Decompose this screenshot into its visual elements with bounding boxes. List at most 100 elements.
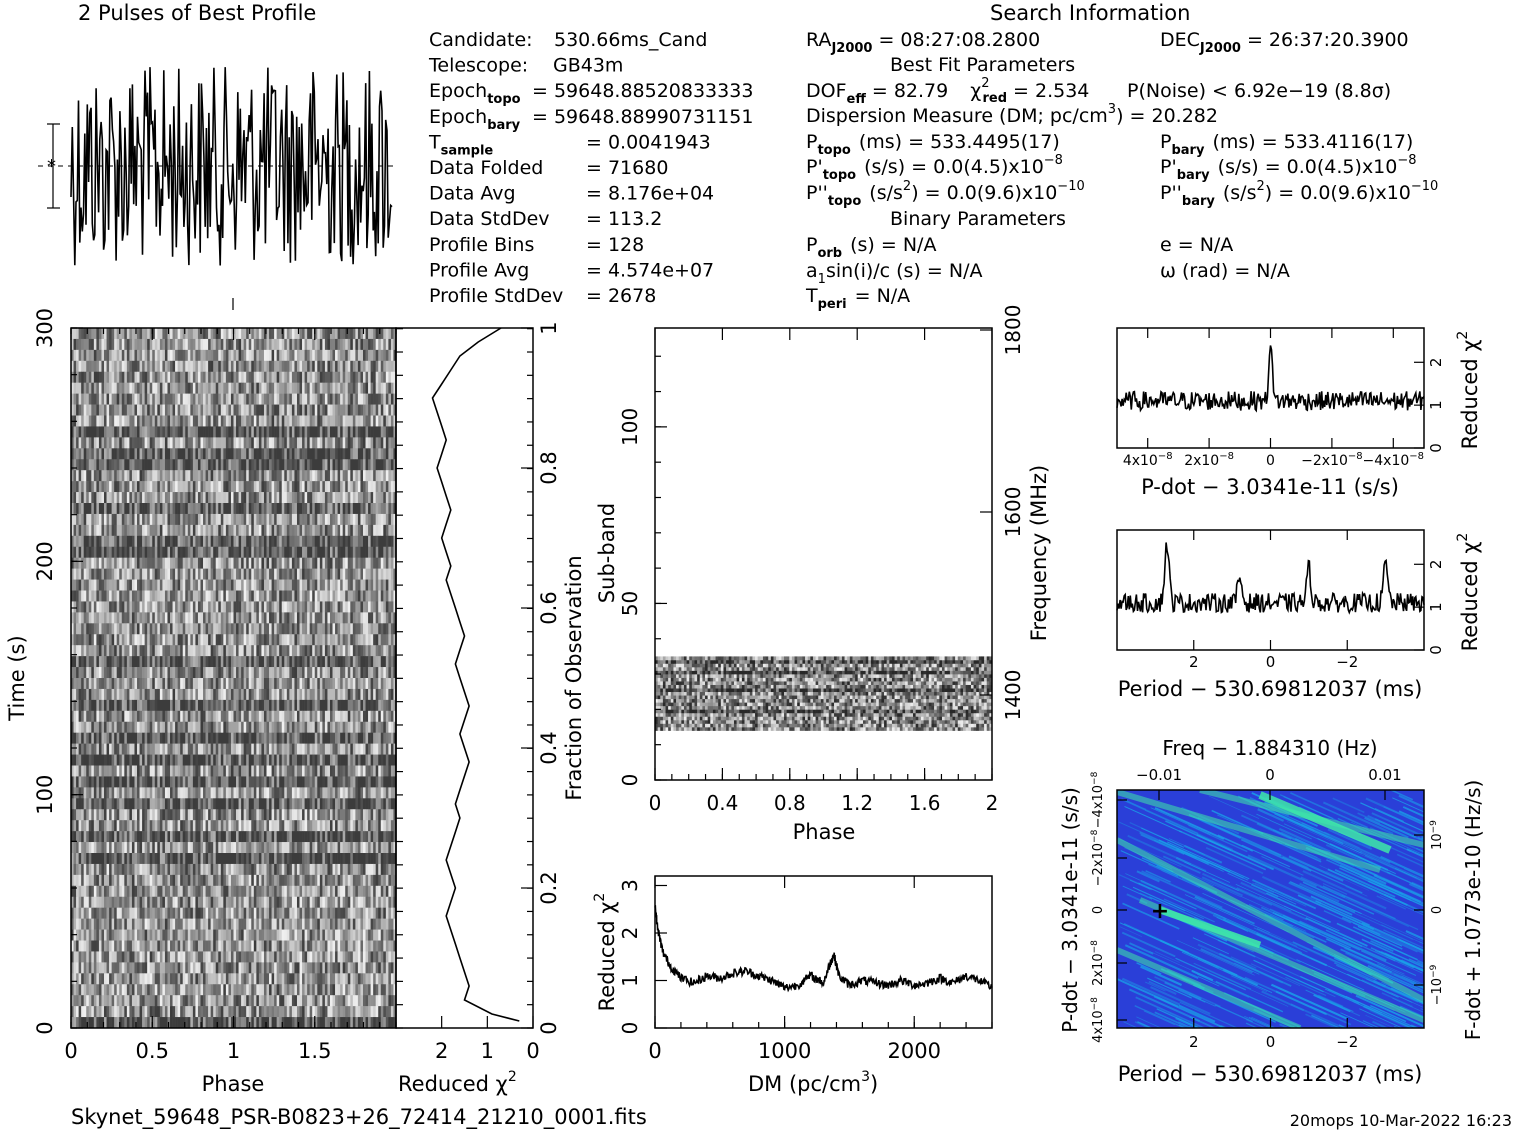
- time-phase-cell: [352, 492, 356, 504]
- time-phase-cell: [230, 371, 234, 383]
- time-phase-cell: [172, 328, 176, 340]
- time-phase-cell: [73, 513, 77, 526]
- time-phase-cell: [109, 579, 112, 591]
- time-phase-cell: [205, 710, 209, 723]
- time-phase-cell: [362, 338, 366, 351]
- time-phase-cell: [96, 524, 100, 537]
- time-phase-cell: [170, 524, 173, 537]
- time-phase-cell: [137, 590, 140, 602]
- time-phase-cell: [304, 721, 308, 733]
- time-phase-cell: [355, 699, 359, 712]
- time-phase-cell: [246, 645, 250, 657]
- time-phase-cell: [263, 404, 267, 416]
- time-phase-cell: [238, 721, 242, 733]
- time-phase-cell: [289, 349, 293, 362]
- time-phase-cell: [218, 568, 222, 580]
- time-phase-cell: [378, 513, 382, 526]
- time-phase-cell: [203, 743, 206, 755]
- time-phase-cell: [144, 448, 148, 460]
- time-phase-cell: [312, 492, 316, 504]
- time-phase-cell: [251, 634, 255, 646]
- time-phase-cell: [360, 557, 364, 569]
- time-phase-cell: [322, 601, 326, 613]
- time-phase-cell: [238, 645, 242, 657]
- time-phase-cell: [164, 732, 168, 744]
- time-phase-cell: [276, 338, 280, 351]
- time-phase-cell: [129, 535, 133, 548]
- time-phase-cell: [233, 568, 237, 580]
- time-phase-cell: [378, 437, 382, 449]
- time-phase-cell: [337, 634, 341, 646]
- time-phase-cell: [360, 535, 364, 548]
- time-phase-cell: [309, 634, 313, 646]
- time-phase-cell: [190, 645, 194, 657]
- time-phase-cell: [83, 382, 87, 394]
- time-phase-cell: [317, 437, 321, 449]
- time-phase-cell: [91, 656, 95, 668]
- time-phase-cell: [73, 634, 77, 646]
- time-phase-cell: [335, 546, 338, 558]
- time-phase-cell: [307, 382, 310, 394]
- time-phase-cell: [253, 667, 257, 679]
- time-phase-cell: [203, 404, 206, 416]
- time-phase-cell: [360, 634, 364, 646]
- time-phase-cell: [347, 568, 351, 580]
- time-phase-cell: [246, 721, 250, 733]
- time-phase-cell: [342, 393, 346, 405]
- time-phase-cell: [190, 535, 194, 548]
- time-phase-cell: [91, 535, 95, 548]
- time-phase-cell: [86, 601, 90, 613]
- time-phase-cell: [299, 590, 303, 602]
- time-phase-cell: [137, 645, 140, 657]
- time-phase-cell: [263, 579, 267, 591]
- time-phase-cell: [190, 338, 194, 351]
- time-phase-cell: [182, 656, 186, 668]
- time-phase-cell: [383, 699, 387, 712]
- time-phase-cell: [390, 667, 394, 679]
- time-phase-cell: [317, 612, 321, 624]
- time-phase-cell: [256, 492, 260, 504]
- time-phase-cell: [304, 601, 308, 613]
- time-phase-cell: [185, 524, 189, 537]
- time-phase-cell: [324, 459, 328, 471]
- time-phase-cell: [93, 623, 97, 635]
- time-phase-cell: [152, 568, 156, 580]
- time-phase-cell: [324, 524, 328, 537]
- time-phase-cell: [340, 382, 343, 394]
- time-phase-cell: [225, 371, 229, 383]
- time-phase-cell: [380, 371, 384, 383]
- time-phase-cell: [368, 360, 371, 373]
- time-phase-cell: [116, 557, 120, 569]
- time-phase-cell: [378, 481, 382, 493]
- time-phase-cell: [307, 437, 310, 449]
- time-phase-cell: [390, 557, 394, 569]
- time-phase-cell: [162, 481, 166, 493]
- time-phase-cell: [149, 535, 153, 548]
- time-phase-cell: [177, 513, 181, 526]
- time-phase-cell: [266, 546, 270, 558]
- time-phase-cell: [152, 557, 156, 569]
- time-phase-cell: [236, 328, 239, 340]
- time-phase-cell: [266, 568, 270, 580]
- time-phase-cell: [121, 371, 125, 383]
- time-phase-cell: [246, 546, 250, 558]
- time-phase-cell: [248, 557, 252, 569]
- time-phase-cell: [175, 535, 178, 548]
- time-phase-cell: [149, 732, 153, 744]
- time-phase-cell: [263, 524, 267, 537]
- time-phase-cell: [312, 623, 316, 635]
- time-phase-cell: [258, 481, 262, 493]
- time-phase-cell: [154, 349, 158, 362]
- time-phase-cell: [149, 393, 153, 405]
- time-phase-cell: [208, 382, 211, 394]
- time-phase-cell: [164, 656, 168, 668]
- time-phase-cell: [294, 415, 298, 427]
- time-phase-cell: [345, 732, 349, 744]
- time-phase-cell: [238, 338, 242, 351]
- time-phase-cell: [78, 524, 82, 537]
- time-phase-cell: [98, 612, 102, 624]
- time-phase-cell: [258, 360, 262, 373]
- time-phase-cell: [263, 743, 267, 755]
- time-phase-cell: [236, 459, 239, 471]
- time-phase-cell: [269, 623, 272, 635]
